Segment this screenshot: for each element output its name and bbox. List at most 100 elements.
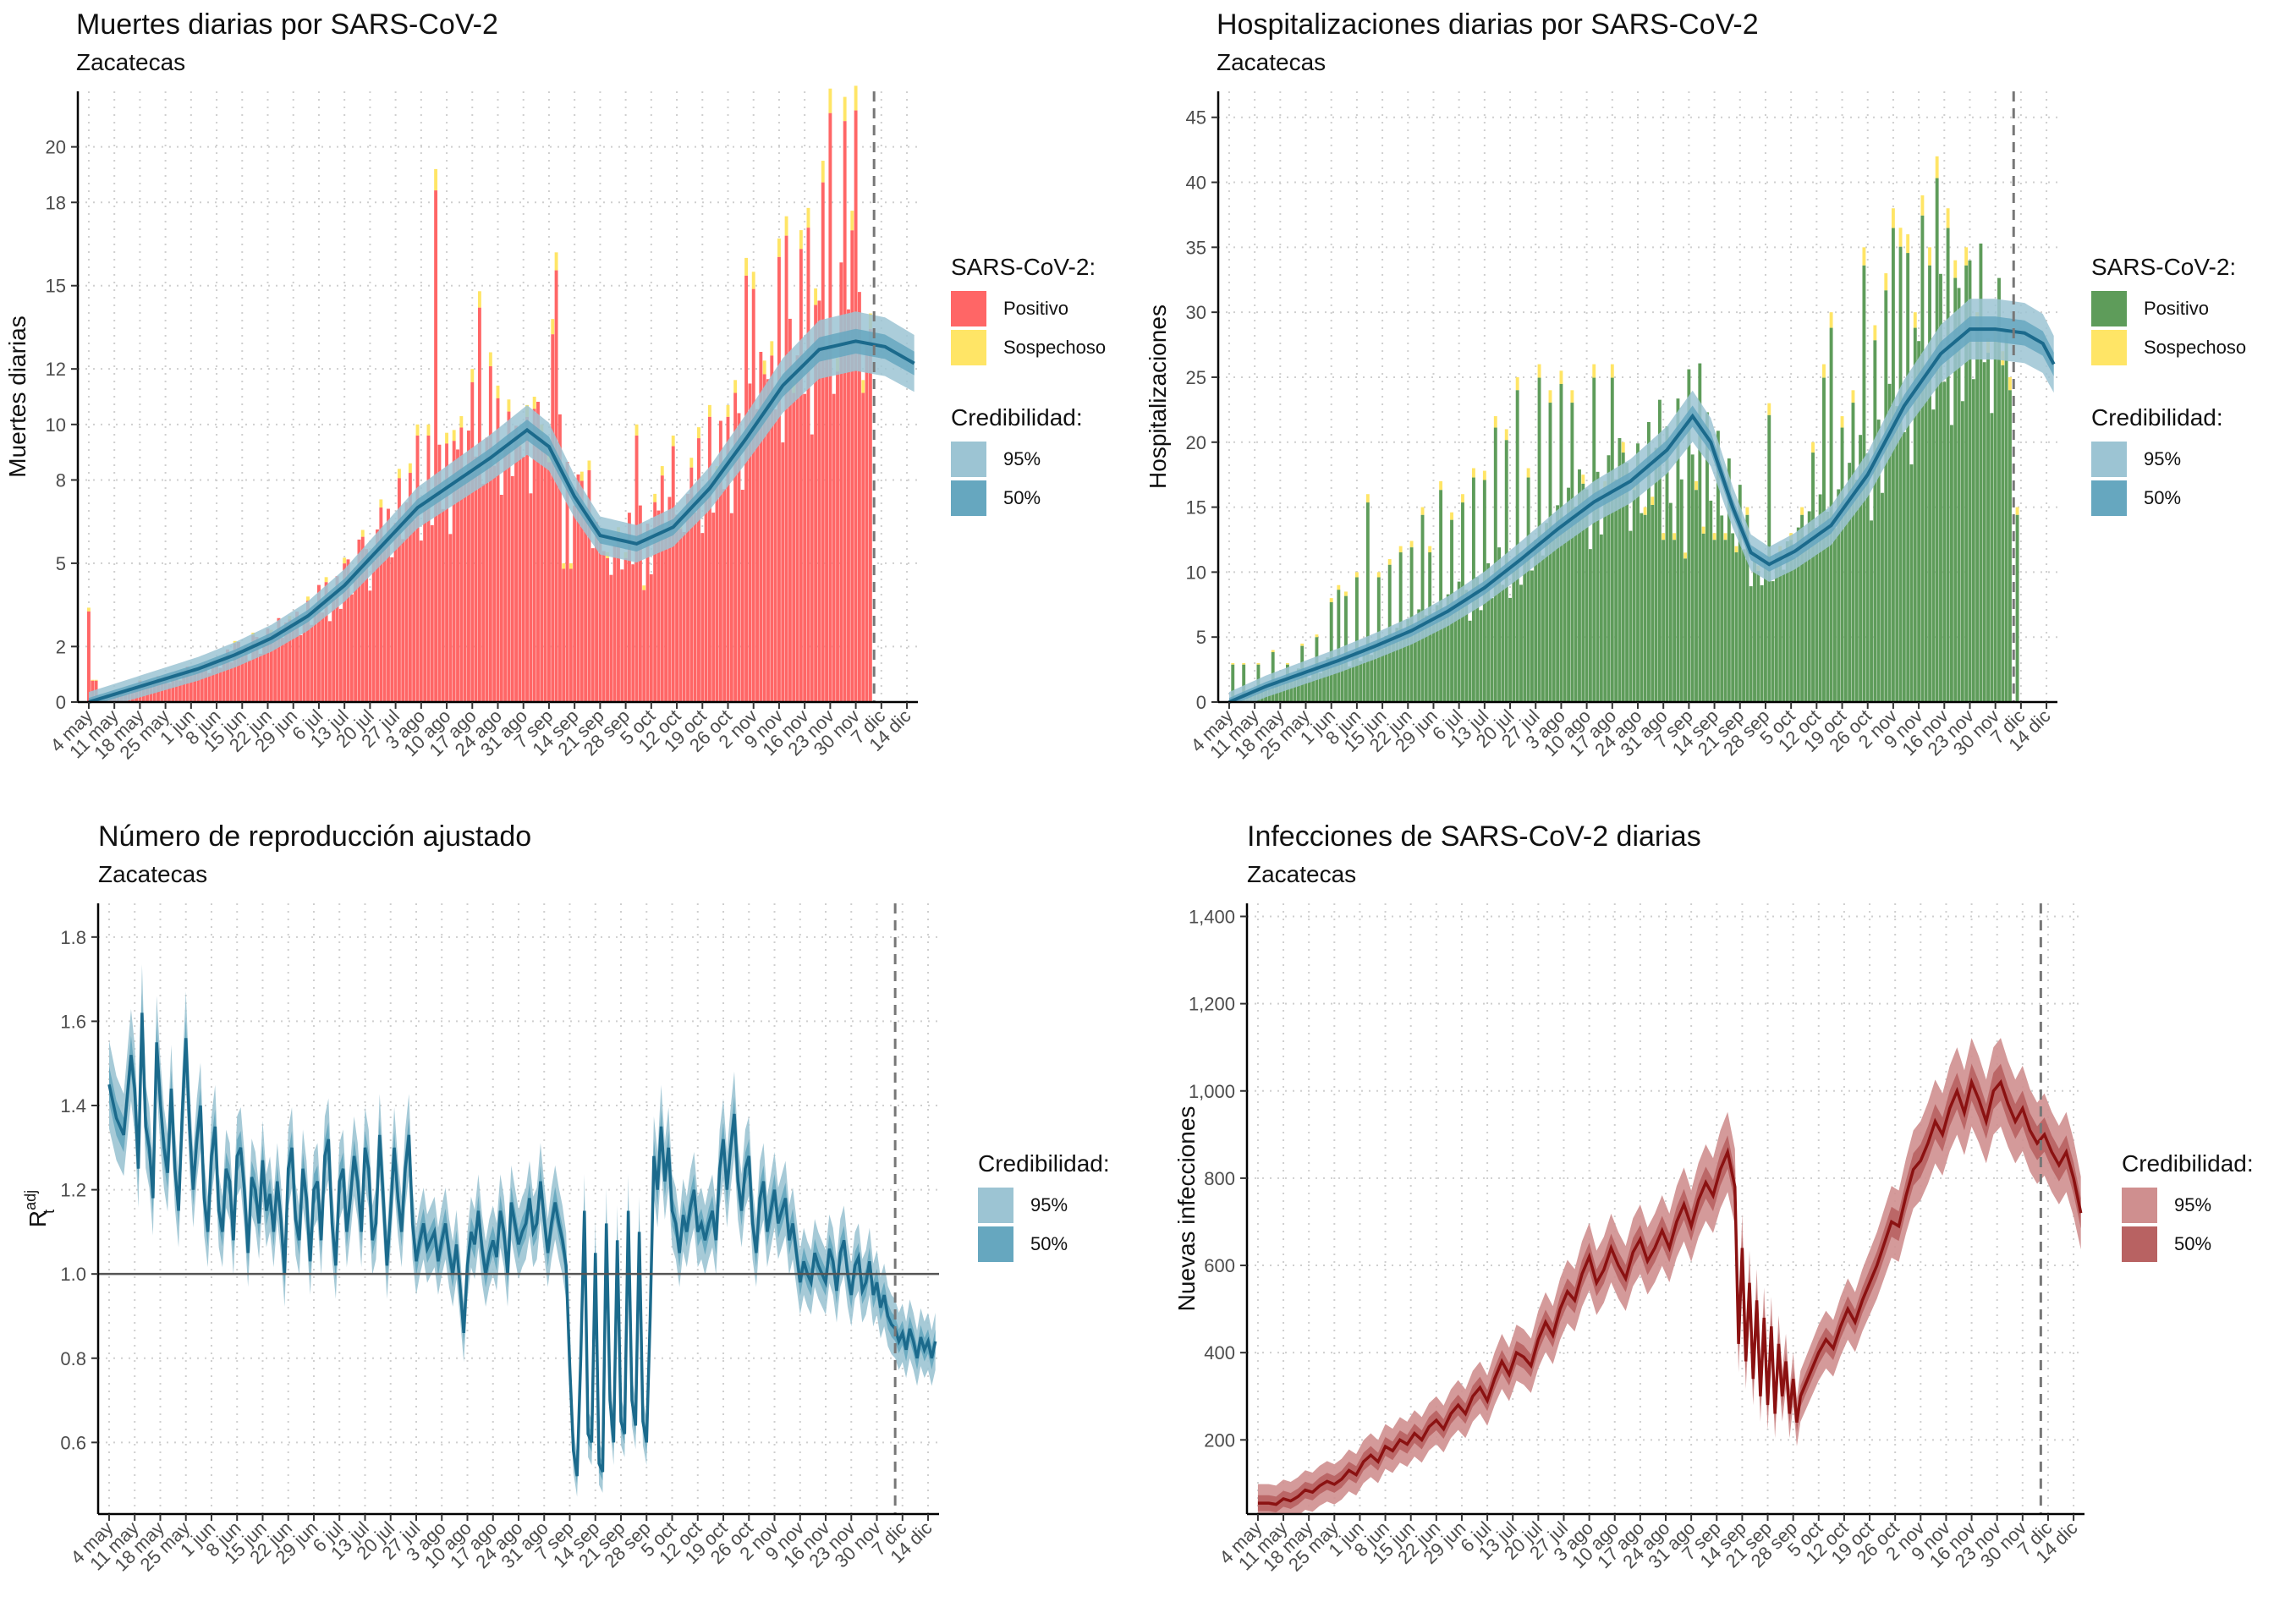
bar-positive xyxy=(382,542,387,702)
y-tick-label: 10 xyxy=(46,414,66,436)
bar-positive xyxy=(1326,657,1330,702)
bar-positive xyxy=(1687,369,1691,702)
bar-positive xyxy=(700,533,705,702)
bar-positive xyxy=(759,351,763,702)
bar-suspect xyxy=(1537,364,1541,378)
bar-suspect xyxy=(1271,650,1275,653)
bar-positive xyxy=(634,435,639,702)
y-tick-label: 45 xyxy=(1186,107,1206,129)
bar-positive xyxy=(598,541,602,702)
bar-positive xyxy=(518,446,522,702)
bar-positive xyxy=(1745,514,1749,702)
bar-positive xyxy=(233,643,237,702)
bar-positive xyxy=(1621,453,1625,702)
bar-suspect xyxy=(1906,233,1910,254)
bar-positive xyxy=(1818,494,1822,702)
bar-positive xyxy=(1731,533,1735,702)
bar-positive xyxy=(781,442,785,702)
bar-positive xyxy=(1673,540,1677,702)
bar-positive xyxy=(200,670,204,702)
bar-positive xyxy=(485,437,489,702)
legend-item: 50% xyxy=(951,479,1106,518)
bar-suspect xyxy=(507,399,511,412)
bar-positive xyxy=(631,564,635,702)
bar-positive xyxy=(1960,401,1964,702)
legend-swatch xyxy=(978,1188,1013,1223)
bar-suspect xyxy=(1256,662,1261,665)
bar-suspect xyxy=(1365,494,1370,503)
bar-positive xyxy=(1982,362,1986,702)
legend-swatch xyxy=(2122,1226,2157,1262)
bar-suspect xyxy=(1767,403,1771,415)
legend-swatch xyxy=(951,291,986,326)
bar-positive xyxy=(850,230,854,702)
bar-positive xyxy=(1625,463,1629,702)
y-tick-label: 1,400 xyxy=(1189,906,1235,927)
bar-positive xyxy=(653,502,657,702)
bar-positive xyxy=(1359,661,1363,702)
bar-suspect xyxy=(470,369,475,382)
bar-suspect xyxy=(806,207,810,228)
bar-positive xyxy=(836,371,839,702)
bar-positive xyxy=(1351,656,1355,702)
bar-positive xyxy=(693,512,697,702)
bar-positive xyxy=(828,112,832,702)
bar-positive xyxy=(266,628,270,702)
bar-suspect xyxy=(744,257,749,276)
bar-positive xyxy=(419,540,423,702)
bar-positive xyxy=(284,623,288,702)
bar-positive xyxy=(1333,660,1337,702)
bar-positive xyxy=(1826,511,1830,702)
bar-positive xyxy=(810,434,814,702)
bar-positive xyxy=(1917,341,1921,702)
bar-positive xyxy=(295,612,299,702)
bar-positive xyxy=(1665,426,1669,702)
bar-positive xyxy=(167,683,171,702)
bar-positive xyxy=(1231,664,1235,702)
bar-positive xyxy=(773,409,777,702)
bar-positive xyxy=(1596,471,1600,702)
bar-positive xyxy=(689,467,694,702)
bar-positive xyxy=(788,318,792,702)
bar-suspect xyxy=(1337,584,1341,590)
bar-positive xyxy=(1486,562,1491,702)
bar-suspect xyxy=(379,499,383,508)
bar-suspect xyxy=(1315,634,1319,638)
y-tick-label: 1.0 xyxy=(60,1264,86,1285)
bar-positive xyxy=(390,557,394,702)
bar-positive xyxy=(1442,612,1447,702)
bar-positive xyxy=(368,590,372,702)
bar-suspect xyxy=(445,432,448,444)
bar-positive xyxy=(302,617,306,702)
bar-positive xyxy=(587,469,591,702)
bar-positive xyxy=(1859,435,1863,702)
bar-positive xyxy=(1457,581,1461,702)
bar-positive xyxy=(551,334,555,702)
y-tick-label: 20 xyxy=(46,137,66,158)
bar-positive xyxy=(729,513,733,702)
bar-suspect xyxy=(343,557,347,564)
bar-positive xyxy=(251,635,255,702)
legend-item: Positivo xyxy=(2091,289,2246,328)
bar-suspect xyxy=(762,360,766,375)
bar-positive xyxy=(1895,406,1899,702)
bar-suspect xyxy=(397,469,401,479)
bar-positive xyxy=(426,435,431,702)
bar-positive xyxy=(1654,447,1658,702)
bar-positive xyxy=(474,456,478,702)
bar-positive xyxy=(1373,643,1377,702)
bar-positive xyxy=(193,668,197,702)
bar-positive xyxy=(1774,553,1778,702)
rt-panel: Número de reproducción ajustado Zacateca… xyxy=(0,812,1137,1624)
bar-positive xyxy=(1968,260,1972,702)
bar-positive xyxy=(1278,684,1283,702)
bar-positive xyxy=(211,665,215,702)
bar-positive xyxy=(1701,533,1706,702)
bar-suspect xyxy=(1329,598,1333,603)
bar-positive xyxy=(806,228,810,703)
bar-positive xyxy=(1986,353,1990,702)
bar-positive xyxy=(327,621,332,702)
bar-positive xyxy=(722,489,727,702)
legend-swatch xyxy=(978,1226,1013,1262)
legend-item: 95% xyxy=(978,1186,1110,1225)
